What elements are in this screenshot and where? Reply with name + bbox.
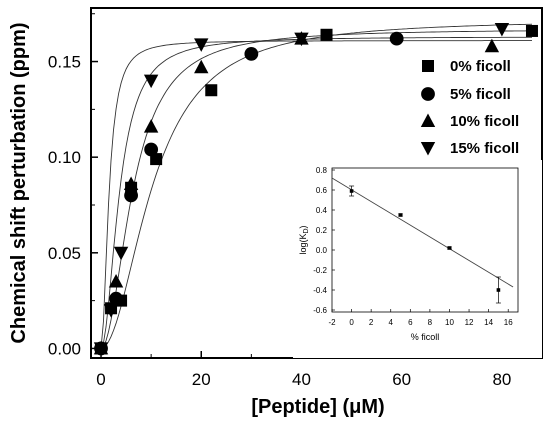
data-point	[103, 304, 119, 318]
inset-data-point	[447, 246, 452, 250]
inset-x-tick-label: -2	[328, 318, 336, 327]
fit-curve	[100, 23, 533, 349]
inset-x-tick-label: 16	[504, 318, 513, 327]
inset-y-axis-title: log(KD)	[298, 225, 310, 254]
inset-x-tick-label: 2	[369, 318, 374, 327]
legend-label: 10% ficoll	[450, 113, 519, 130]
main-x-tick-label: 0	[96, 370, 105, 389]
legend-marker	[420, 113, 436, 127]
main-x-tick-label: 20	[192, 370, 211, 389]
inset-fit-line	[331, 177, 514, 288]
legend-marker	[421, 87, 435, 101]
main-x-tick-label: 80	[492, 370, 511, 389]
inset-y-title-close: )	[298, 225, 308, 228]
inset-regression-line	[331, 177, 514, 288]
data-point	[525, 24, 538, 37]
main-y-axis-title: Chemical shift perturbation (ppm)	[8, 22, 30, 343]
data-point	[389, 31, 404, 46]
data-point	[144, 142, 159, 157]
data-point	[93, 342, 109, 356]
inset-x-tick-label: 12	[465, 318, 474, 327]
main-y-ticks: 0.00 0.05 0.10 0.15	[48, 13, 98, 358]
fit-curve	[100, 36, 532, 349]
inset-x-tick-label: 0	[349, 318, 354, 327]
legend-marker	[420, 142, 436, 156]
data-point	[244, 47, 259, 61]
inset-plot-frame	[331, 167, 519, 313]
main-x-axis-title: [Peptide] (μM)	[251, 396, 384, 418]
inset-y-tick-label: 0.4	[316, 206, 328, 215]
data-point	[194, 59, 209, 74]
main-x-tick-label: 40	[292, 370, 311, 389]
inset-x-tick-label: 10	[445, 318, 454, 327]
fit-curve	[100, 30, 532, 349]
inset-y-title-subscript: D	[303, 228, 310, 233]
legend-label: 0% ficoll	[450, 58, 511, 75]
data-point	[294, 32, 309, 47]
inset-y-ticks: 0.8 0.6 0.4 0.2 0.0 -0.2 -0.4 -0.6	[313, 166, 335, 315]
inset-data-points	[349, 185, 501, 304]
data-point	[113, 246, 129, 261]
main-fit-curves	[100, 23, 533, 349]
main-y-tick-label: 0.05	[48, 244, 81, 263]
inset-x-axis-title: % ficoll	[411, 332, 440, 342]
main-chart: 0 20 40 60 80 0.000.050.100.15 [Peptide] (μM…	[8, 7, 543, 418]
inset-data-point	[398, 213, 403, 217]
inset-data-point	[349, 189, 354, 193]
main-y-tick-label: 0.00	[48, 339, 81, 358]
inset-y-tick-label: 0.2	[316, 226, 328, 235]
data-point	[194, 38, 209, 52]
inset-x-tick-label: 14	[484, 318, 493, 327]
legend-label: 15% ficoll	[450, 140, 519, 157]
data-point	[108, 273, 124, 288]
inset-x-ticks: -2 0 2 4 6 8 10 12 14 16	[328, 309, 513, 327]
inset-x-tick-label: 4	[389, 318, 394, 327]
data-point	[205, 84, 218, 97]
data-point	[320, 28, 333, 41]
inset-chart: -2 0 2 4 6 8 10 12 14 16 0.8 0.6 0.4 0.2 0.0 -0.2 -0.4 -…	[293, 160, 542, 358]
inset-y-tick-label: -0.4	[313, 286, 327, 295]
data-point	[143, 74, 159, 89]
data-point	[494, 23, 510, 37]
main-x-tick-label: 60	[392, 370, 411, 389]
inset-y-title-main: log(K	[298, 234, 308, 255]
inset-y-tick-label: 0.0	[316, 246, 328, 255]
data-point	[484, 38, 500, 53]
inset-y-tick-label: -0.2	[313, 266, 327, 275]
inset-x-tick-label: 6	[408, 318, 413, 327]
main-x-ticks: 0 20 40 60 80	[96, 351, 511, 389]
inset-y-tick-label: 0.6	[316, 186, 328, 195]
main-y-tick-label: 0.15	[48, 53, 81, 72]
data-point	[124, 188, 138, 203]
inset-x-tick-label: 8	[428, 318, 433, 327]
main-data-points	[93, 23, 538, 356]
inset-y-tick-label: 0.8	[316, 166, 328, 175]
legend-marker	[422, 60, 434, 72]
data-point	[109, 291, 123, 306]
inset-data-point	[496, 288, 501, 292]
legend-label: 5% ficoll	[450, 86, 511, 103]
data-point	[143, 119, 159, 133]
legend: 0% ficoll 5% ficoll 10% ficoll 15% ficoll	[420, 58, 519, 157]
data-point	[123, 176, 139, 190]
inset-background	[293, 160, 542, 358]
fit-curve	[100, 40, 532, 349]
inset-y-tick-label: -0.6	[313, 306, 327, 315]
main-y-tick-label: 0.10	[48, 148, 81, 167]
